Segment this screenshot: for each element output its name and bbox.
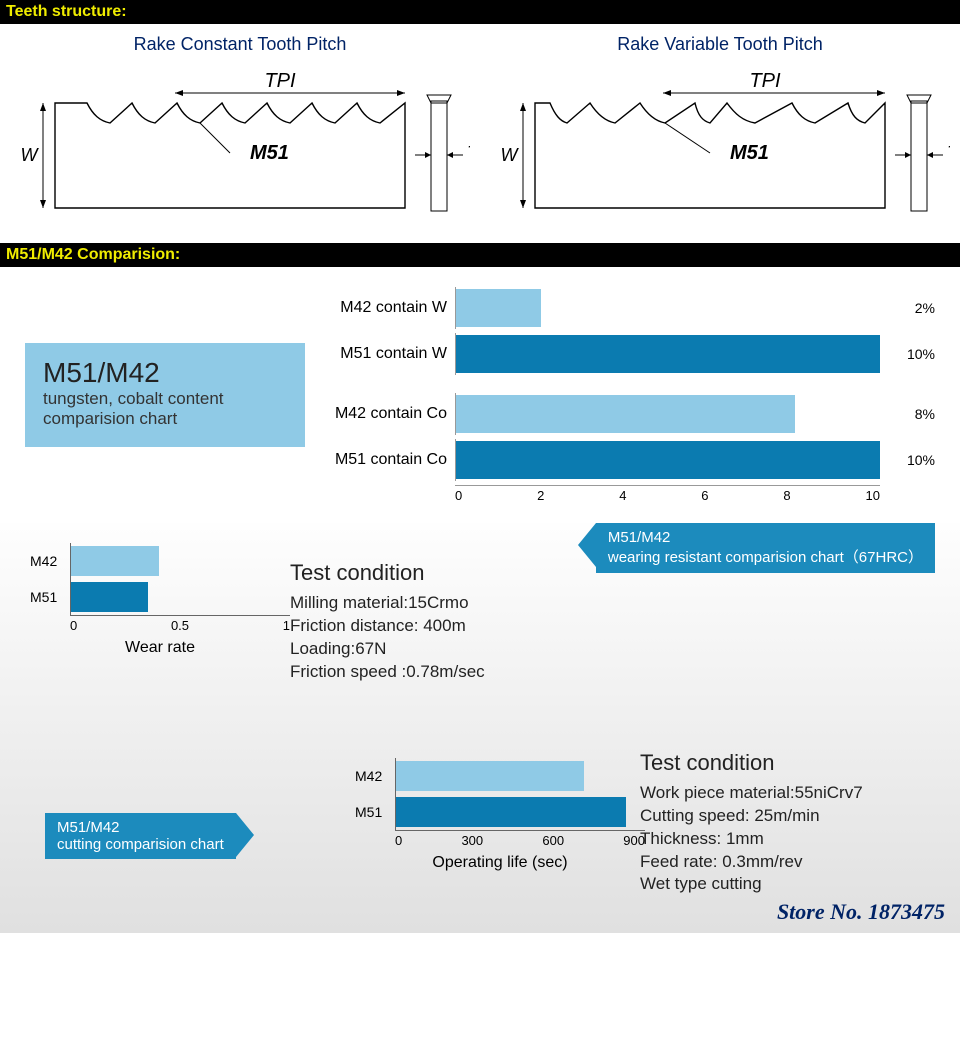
- tc2-heading: Test condition: [640, 748, 863, 778]
- mini-bar-fill: [71, 546, 159, 576]
- content-bar-fill: [456, 289, 541, 327]
- content-bar-label: M51 contain Co: [320, 451, 455, 469]
- teeth-constant-diagram: TPI W M51 T: [0, 63, 480, 233]
- mini-bar-label: M42: [355, 768, 395, 784]
- axis-tick: 8: [783, 488, 790, 503]
- mini-bar-track: [395, 794, 645, 830]
- mini-chart-title: Operating life (sec): [355, 854, 645, 872]
- tc2-l4: Feed rate: 0.3mm/rev: [640, 851, 863, 874]
- teeth-header: Teeth structure:: [0, 0, 960, 24]
- m51-label2: M51: [730, 142, 769, 164]
- tc2-l3: Thickness: 1mm: [640, 828, 863, 851]
- axis-tick: 2: [537, 488, 544, 503]
- content-bar-label: M42 contain Co: [320, 405, 455, 423]
- store-number: Store No. 1873475: [777, 899, 945, 925]
- comparison-header: M51/M42 Comparision:: [0, 243, 960, 267]
- teeth-variable-diagram: TPI W M51 T: [480, 63, 960, 233]
- mini-bar-track: [70, 543, 290, 579]
- mini-bar-row: M42: [30, 543, 290, 579]
- tc1-l4: Friction speed :0.78m/sec: [290, 661, 485, 684]
- content-bar-row: M42 contain Co 8%: [320, 393, 935, 435]
- content-bar-row: M42 contain W 2%: [320, 287, 935, 329]
- teeth-constant-title: Rake Constant Tooth Pitch: [0, 34, 480, 55]
- content-bar-row: M51 contain W 10%: [320, 333, 935, 375]
- tpi-label: TPI: [264, 70, 296, 92]
- content-bar-chart: M42 contain W 2% M51 contain W 10% M42 c…: [320, 287, 935, 503]
- arrow2-line1: M51/M42: [57, 819, 224, 836]
- mini-bar-track: [395, 758, 645, 794]
- content-chart-subtitle: tungsten, cobalt content comparision cha…: [43, 389, 287, 430]
- content-bar-value: 8%: [880, 406, 935, 422]
- content-bar-label: M42 contain W: [320, 299, 455, 317]
- mini-bar-label: M51: [30, 589, 70, 605]
- test-condition-1: Test condition Milling material:15Crmo F…: [290, 558, 485, 683]
- tc2-l5: Wet type cutting: [640, 873, 863, 896]
- content-bar-track: [455, 333, 880, 375]
- axis-tick: 0: [70, 618, 77, 633]
- mini-bar-row: M51: [355, 794, 645, 830]
- content-axis: 0 2 4 6 8 10: [320, 485, 935, 503]
- tc2-l1: Work piece material:55niCrv7: [640, 782, 863, 805]
- content-bar-value: 10%: [880, 452, 935, 468]
- teeth-variable-title: Rake Variable Tooth Pitch: [480, 34, 960, 55]
- content-bar-label: M51 contain W: [320, 345, 455, 363]
- mini-bar-row: M51: [30, 579, 290, 615]
- axis-tick: 4: [619, 488, 626, 503]
- content-bar-track: [455, 393, 880, 435]
- content-chart-title: M51/M42: [43, 357, 287, 389]
- axis-tick: 0.5: [171, 618, 189, 633]
- arrow2-line2: cutting comparision chart: [57, 836, 224, 853]
- content-chart-titlebox: M51/M42 tungsten, cobalt content compari…: [25, 343, 305, 448]
- axis-tick: 300: [461, 833, 483, 848]
- axis-tick: 10: [865, 488, 879, 503]
- axis-tick: 600: [542, 833, 564, 848]
- mini-bar-label: M51: [355, 804, 395, 820]
- test-condition-2: Test condition Work piece material:55niC…: [640, 748, 863, 896]
- axis-tick: 0: [455, 488, 462, 503]
- mini-bar-fill: [396, 761, 584, 791]
- content-bar-fill: [456, 441, 880, 479]
- mini-axis: 00.51: [70, 615, 290, 633]
- t-label: T: [467, 143, 470, 163]
- content-bar-track: [455, 439, 880, 481]
- content-bar-row: M51 contain Co 10%: [320, 439, 935, 481]
- content-bar-value: 2%: [880, 300, 935, 316]
- tpi-label2: TPI: [749, 70, 781, 92]
- tc2-l2: Cutting speed: 25m/min: [640, 805, 863, 828]
- operating-life-chart: M42 M51 0300600900Operating life (sec): [355, 758, 645, 872]
- teeth-constant: Rake Constant Tooth Pitch TPI W M51: [0, 34, 480, 233]
- tc1-heading: Test condition: [290, 558, 485, 588]
- m51-label: M51: [250, 142, 289, 164]
- mini-bar-fill: [71, 582, 148, 612]
- content-bar-value: 10%: [880, 346, 935, 362]
- axis-tick: 0: [395, 833, 402, 848]
- mini-bar-fill: [396, 797, 626, 827]
- axis-tick: 6: [701, 488, 708, 503]
- mini-bar-label: M42: [30, 553, 70, 569]
- content-bar-fill: [456, 335, 880, 373]
- tc1-l3: Loading:67N: [290, 638, 485, 661]
- cutting-arrow: M51/M42 cutting comparision chart: [45, 813, 236, 859]
- tc1-l2: Friction distance: 400m: [290, 615, 485, 638]
- content-bar-track: [455, 287, 880, 329]
- wear-chart: M42 M51 00.51Wear rate: [30, 543, 290, 657]
- wear-resistant-arrow: M51/M42 wearing resistant comparision ch…: [596, 523, 935, 573]
- mini-bar-track: [70, 579, 290, 615]
- t-label2: T: [947, 143, 950, 163]
- w-label2: W: [501, 145, 520, 165]
- mini-chart-title: Wear rate: [30, 639, 290, 657]
- teeth-variable: Rake Variable Tooth Pitch TPI W M51: [480, 34, 960, 233]
- lower-section: M51/M42 wearing resistant comparision ch…: [0, 523, 960, 933]
- arrow1-line1: M51/M42: [608, 529, 923, 546]
- content-chart: M51/M42 tungsten, cobalt content compari…: [0, 267, 960, 523]
- tc1-l1: Milling material:15Crmo: [290, 592, 485, 615]
- arrow1-line2: wearing resistant comparision chart（67HR…: [608, 546, 923, 567]
- w-label: W: [21, 145, 40, 165]
- teeth-section: Rake Constant Tooth Pitch TPI W M51: [0, 24, 960, 243]
- mini-bar-row: M42: [355, 758, 645, 794]
- mini-axis: 0300600900: [395, 830, 645, 848]
- axis-tick: 1: [283, 618, 290, 633]
- content-bar-fill: [456, 395, 795, 433]
